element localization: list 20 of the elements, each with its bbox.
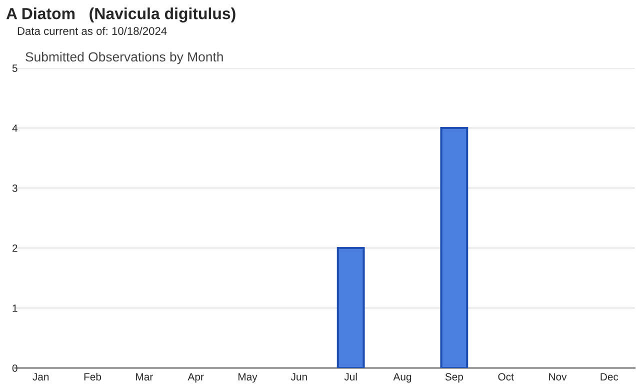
- x-tick-label: Nov: [549, 373, 567, 381]
- y-tick-label: 2: [12, 244, 18, 252]
- y-tick-label: 5: [12, 64, 18, 72]
- y-tick-label: 1: [12, 304, 18, 312]
- chart-title: A Diatom (Navicula digitulus): [6, 8, 236, 22]
- x-tick-label: Apr: [188, 373, 204, 383]
- x-tick-label: Sep: [445, 373, 463, 383]
- y-tick-label: 4: [12, 124, 18, 132]
- y-tick-label: 3: [12, 184, 18, 192]
- x-tick-label: Feb: [84, 372, 102, 381]
- x-tick-label: Jul: [344, 372, 357, 381]
- x-tick-label: Mar: [136, 373, 153, 381]
- x-tick-label: Oct: [498, 373, 514, 381]
- x-tick-label: Jan: [32, 373, 49, 381]
- text: Submitted Observations by Month: [26, 52, 223, 64]
- chart-subtitle: Data current as of: 10/18/2024: [18, 26, 167, 35]
- x-tick-label: May: [238, 373, 258, 383]
- x-tick-label: Jun: [290, 373, 307, 381]
- x-tick-label: Aug: [393, 373, 412, 383]
- x-tick-label: Dec: [600, 373, 618, 381]
